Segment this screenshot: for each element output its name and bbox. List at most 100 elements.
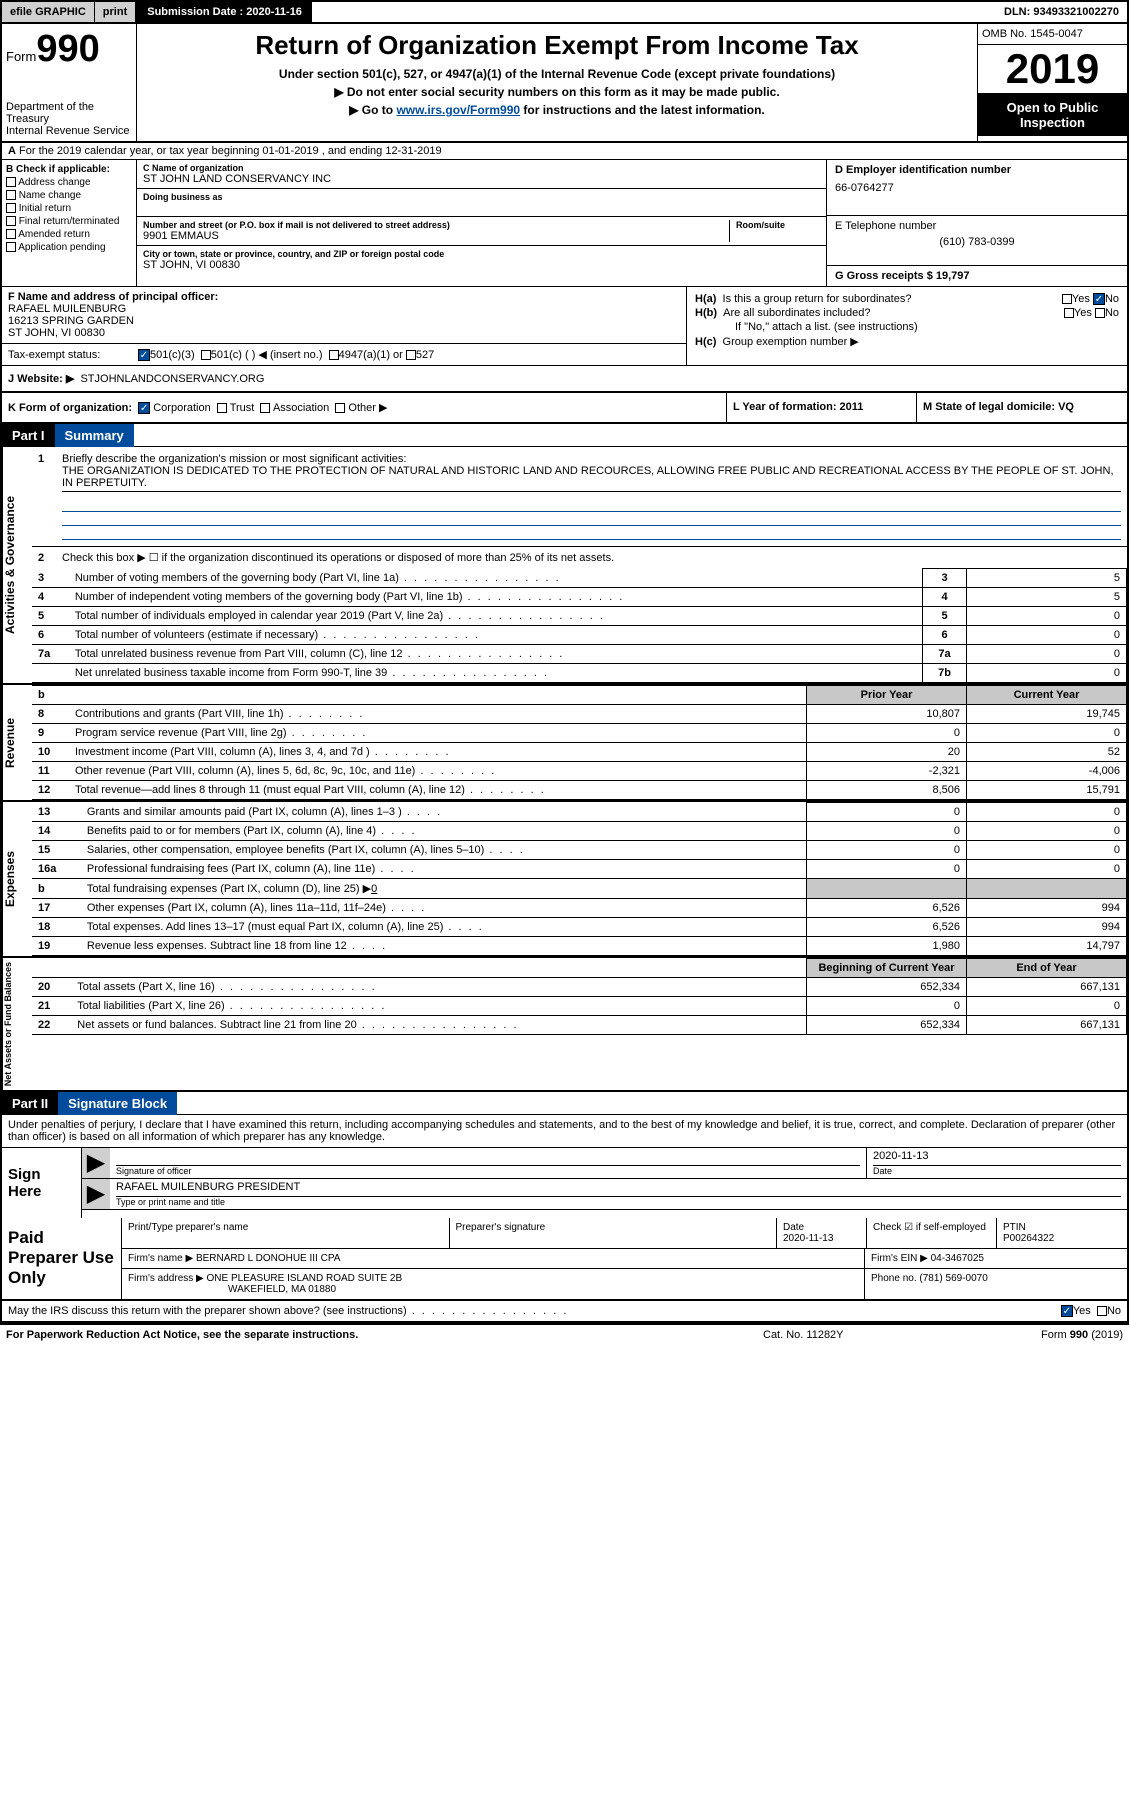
- firm-addr1: ONE PLEASURE ISLAND ROAD SUITE 2B: [207, 1273, 403, 1284]
- k-assoc-checkbox[interactable]: [260, 403, 270, 413]
- yes-label: Yes: [1073, 1305, 1091, 1317]
- hb-label: H(b): [695, 307, 717, 319]
- ha-text: Is this a group return for subordinates?: [723, 293, 912, 305]
- cb-label: Initial return: [19, 203, 71, 214]
- hc-label: H(c): [695, 336, 716, 348]
- ha-no-checkbox[interactable]: ✓: [1093, 293, 1105, 305]
- row-a-text: For the 2019 calendar year, or tax year …: [19, 145, 442, 157]
- form-title: Return of Organization Exempt From Incom…: [143, 30, 971, 61]
- k-other-checkbox[interactable]: [335, 403, 345, 413]
- firm-addr2: WAKEFIELD, MA 01880: [128, 1284, 336, 1295]
- prior-year-header: Prior Year: [807, 686, 967, 705]
- table-row: 13Grants and similar amounts paid (Part …: [32, 803, 1127, 822]
- preparer-name-header: Print/Type preparer's name: [122, 1218, 450, 1248]
- table-row: 5Total number of individuals employed in…: [32, 607, 1127, 626]
- type-name-label: Type or print name and title: [116, 1197, 1121, 1207]
- checkbox-final-return[interactable]: [6, 216, 16, 226]
- tel-value: (610) 783-0399: [835, 236, 1119, 248]
- table-row: 11Other revenue (Part VIII, column (A), …: [32, 762, 1127, 781]
- officer-addr2: ST JOHN, VI 00830: [8, 327, 680, 339]
- checkbox-application-pending[interactable]: [6, 242, 16, 252]
- sign-here-label: Sign Here: [2, 1148, 82, 1218]
- instructions-link[interactable]: www.irs.gov/Form990: [396, 103, 520, 117]
- tax-year: 2019: [978, 45, 1127, 94]
- table-row: 20Total assets (Part X, line 16)652,3346…: [32, 978, 1127, 997]
- instruction-2-pre: ▶ Go to: [349, 103, 396, 117]
- irs-label: Internal Revenue Service: [6, 125, 132, 137]
- hb-no-checkbox[interactable]: [1095, 308, 1105, 318]
- efile-label[interactable]: efile GRAPHIC: [2, 2, 95, 22]
- table-row: 6Total number of volunteers (estimate if…: [32, 626, 1127, 645]
- phone-label: Phone no.: [871, 1273, 917, 1284]
- part2-title: Signature Block: [58, 1092, 177, 1115]
- self-employed-check: Check ☑ if self-employed: [867, 1218, 997, 1248]
- room-label: Room/suite: [736, 220, 820, 230]
- cb-label: Amended return: [18, 229, 90, 240]
- k-label: K Form of organization:: [8, 402, 132, 414]
- irs-yes-checkbox[interactable]: ✓: [1061, 1305, 1073, 1317]
- form-word: Form: [6, 49, 36, 64]
- table-row: 3Number of voting members of the governi…: [32, 569, 1127, 588]
- checkbox-address-change[interactable]: [6, 177, 16, 187]
- table-row: 12Total revenue—add lines 8 through 11 (…: [32, 781, 1127, 800]
- yes-label: Yes: [1074, 307, 1092, 319]
- line16b-val: 0: [371, 883, 377, 895]
- checkbox-527[interactable]: [406, 350, 416, 360]
- k-trust-checkbox[interactable]: [217, 403, 227, 413]
- klm-row: K Form of organization: ✓ Corporation Tr…: [2, 393, 1127, 424]
- checkbox-501c[interactable]: [201, 350, 211, 360]
- date-header: Date: [783, 1222, 804, 1233]
- opt-527: 527: [416, 349, 434, 361]
- website-value: STJOHNLANDCONSERVANCY.ORG: [80, 373, 264, 385]
- k-other: Other ▶: [348, 402, 387, 414]
- revenue-section: Revenue b Prior Year Current Year 8Contr…: [2, 685, 1127, 802]
- current-year-header: Current Year: [967, 686, 1127, 705]
- table-row: 17Other expenses (Part IX, column (A), l…: [32, 899, 1127, 918]
- ha-label: H(a): [695, 293, 716, 305]
- side-label-expenses: Expenses: [2, 802, 32, 956]
- cat-number: Cat. No. 11282Y: [763, 1329, 963, 1341]
- cb-label: Application pending: [18, 242, 105, 253]
- preparer-sig-header: Preparer's signature: [450, 1218, 778, 1248]
- opt-501c3: 501(c)(3): [150, 349, 195, 361]
- yes-label: Yes: [1072, 293, 1090, 305]
- governance-table: 3Number of voting members of the governi…: [32, 568, 1127, 683]
- part1-title: Summary: [55, 424, 134, 447]
- k-corp-checkbox[interactable]: ✓: [138, 402, 150, 414]
- opt-4947: 4947(a)(1) or: [339, 349, 403, 361]
- org-name: ST JOHN LAND CONSERVANCY INC: [143, 173, 820, 185]
- cb-label: Final return/terminated: [19, 216, 120, 227]
- cb-label: Name change: [19, 190, 81, 201]
- checkbox-amended[interactable]: [6, 229, 16, 239]
- firm-ein: 04-3467025: [931, 1253, 984, 1264]
- checkbox-501c3[interactable]: ✓: [138, 349, 150, 361]
- street-value: 9901 EMMAUS: [143, 230, 723, 242]
- signature-declaration: Under penalties of perjury, I declare th…: [2, 1115, 1127, 1148]
- expenses-table: 13Grants and similar amounts paid (Part …: [32, 802, 1127, 956]
- checkbox-name-change[interactable]: [6, 190, 16, 200]
- hb-yes-checkbox[interactable]: [1064, 308, 1074, 318]
- table-row: 15Salaries, other compensation, employee…: [32, 841, 1127, 860]
- firm-name: BERNARD L DONOHUE III CPA: [196, 1253, 340, 1264]
- ha-yes-checkbox[interactable]: [1062, 294, 1072, 304]
- org-name-label: C Name of organization: [143, 163, 820, 173]
- officer-group-row: F Name and address of principal officer:…: [2, 287, 1127, 366]
- cb-label: Address change: [18, 177, 90, 188]
- paperwork-notice: For Paperwork Reduction Act Notice, see …: [6, 1329, 763, 1341]
- checkbox-4947[interactable]: [329, 350, 339, 360]
- line1-num: 1: [38, 453, 62, 540]
- hb-note: If "No," attach a list. (see instruction…: [695, 321, 1119, 333]
- open-to-public: Open to Public Inspection: [978, 94, 1127, 136]
- net-assets-table: Beginning of Current Year End of Year 20…: [32, 958, 1127, 1035]
- officer-name-title: RAFAEL MUILENBURG PRESIDENT: [116, 1181, 1121, 1197]
- checkbox-initial-return[interactable]: [6, 203, 16, 213]
- table-row: 18Total expenses. Add lines 13–17 (must …: [32, 918, 1127, 937]
- mission-label: Briefly describe the organization's miss…: [62, 453, 406, 465]
- irs-no-checkbox[interactable]: [1097, 1306, 1107, 1316]
- print-button[interactable]: print: [95, 2, 137, 22]
- page-footer: For Paperwork Reduction Act Notice, see …: [0, 1325, 1129, 1345]
- dept-label: Department of the Treasury: [6, 101, 132, 125]
- dln-label: DLN: 93493321002270: [996, 2, 1127, 22]
- entity-info: B Check if applicable: Address change Na…: [2, 160, 1127, 287]
- beginning-year-header: Beginning of Current Year: [807, 959, 967, 978]
